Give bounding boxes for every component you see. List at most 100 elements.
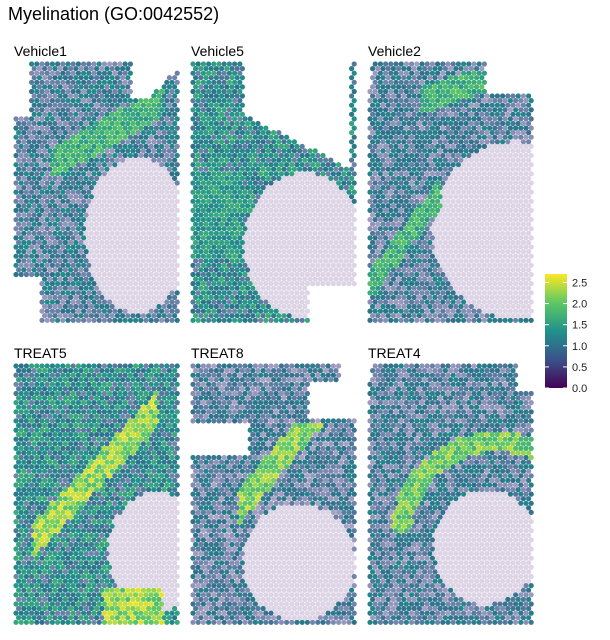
spot [437,313,443,319]
spot [476,134,482,140]
spot [31,166,37,172]
spot [127,226,133,232]
spot [213,194,219,200]
spot [414,226,420,232]
spot [505,221,511,227]
spot [221,125,227,131]
spot [328,230,334,236]
spot [513,171,519,177]
spot [174,143,180,149]
spot [409,162,415,168]
spot [380,294,386,300]
spot [411,148,417,154]
spot [450,317,456,323]
spot [484,212,490,218]
spot [83,185,89,191]
spot [219,120,225,127]
spot [130,221,136,227]
spot [388,125,394,131]
spot [325,253,331,259]
spot [526,285,532,291]
spot [114,130,120,136]
spot [114,84,120,90]
spot [94,166,100,172]
spot [487,226,493,232]
spot [507,317,513,323]
spot [135,258,141,264]
spot [429,271,435,278]
spot [312,276,318,282]
spot [492,271,498,278]
spot [34,125,40,131]
spot [474,120,480,127]
spot [49,308,56,314]
spot [211,299,217,305]
spot [401,111,407,117]
spot [23,217,29,223]
spot [377,189,383,195]
spot [166,368,172,374]
spot [198,93,204,99]
spot [57,166,63,172]
spot [68,148,74,154]
spot [88,75,94,81]
spot [226,125,232,131]
spot [398,107,404,113]
spot [502,253,508,259]
spot [435,162,441,168]
spot [432,66,438,72]
spot [65,70,71,76]
spot [193,258,199,264]
spot [463,157,469,163]
spot [263,281,269,287]
spot [206,271,212,278]
spot [474,267,480,273]
spot [435,107,441,113]
spot [135,285,141,291]
spot [109,285,115,291]
spot [523,134,529,140]
spot [440,317,446,323]
spot [83,221,89,227]
spot [159,317,165,323]
spot [219,303,225,310]
spot [494,157,500,163]
spot [91,217,97,223]
spot [260,130,266,136]
spot [258,308,264,314]
spot [107,134,113,140]
spot [307,185,313,191]
spot [208,258,214,264]
spot [226,281,232,287]
spot [367,88,373,95]
spot [208,185,214,191]
spot [13,152,19,159]
spot [494,285,500,291]
spot [166,120,172,127]
spot [161,194,167,200]
spot [393,70,399,76]
spot [453,239,459,246]
spot [396,75,402,81]
spot [432,120,438,127]
spot [401,157,407,163]
spot [388,88,394,95]
spot [370,120,376,127]
spot [34,253,40,259]
spot [422,84,428,90]
spot [468,294,474,300]
spot [453,303,459,310]
spot [26,130,32,136]
spot [286,185,292,191]
spot [153,381,159,387]
spot [351,217,357,223]
spot [221,299,227,305]
spot [70,171,76,177]
spot [468,148,474,154]
spot [505,120,511,127]
spot [239,212,245,218]
spot [159,308,165,314]
spot [448,239,454,246]
spot [135,175,141,181]
spot [88,157,94,163]
